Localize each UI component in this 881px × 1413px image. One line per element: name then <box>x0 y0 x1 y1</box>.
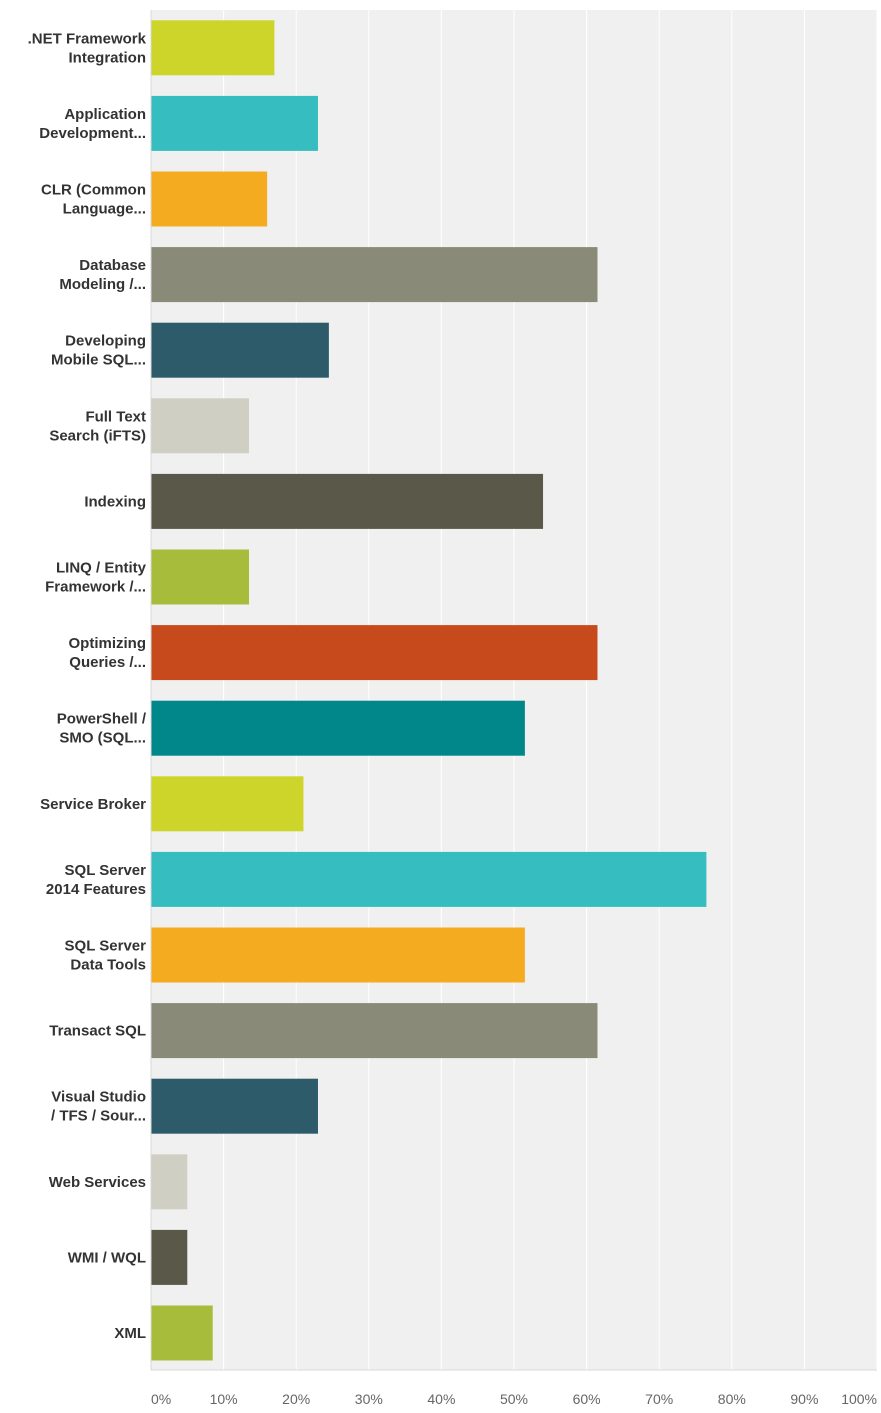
category-label: WMI / WQL <box>68 1249 146 1266</box>
x-tick-label: 30% <box>355 1391 383 1407</box>
category-label: Service Broker <box>40 796 146 813</box>
category-label-line: Search (iFTS) <box>49 427 146 444</box>
category-label-line: Transact SQL <box>49 1023 146 1040</box>
category-label: .NET Framework Integration <box>28 30 147 66</box>
category-label: Transact SQL <box>49 1023 146 1040</box>
category-label-line: CLR (Common <box>41 182 146 199</box>
category-label: CLR (Common Language... <box>41 182 146 218</box>
x-tick-label: 40% <box>427 1391 455 1407</box>
bar <box>151 95 318 151</box>
x-tick-label: 20% <box>282 1391 310 1407</box>
bar <box>151 247 598 303</box>
category-label: SQL Server Data Tools <box>65 938 147 974</box>
category-label-line: Application <box>64 106 146 123</box>
x-tick-label: 10% <box>210 1391 238 1407</box>
category-label-line: Full Text <box>85 408 146 425</box>
bar <box>151 1154 188 1210</box>
bar <box>151 1003 598 1059</box>
category-label-line: Queries /... <box>69 654 146 671</box>
bar <box>151 927 525 983</box>
category-label-line: .NET Framework <box>28 30 147 47</box>
x-tick-label: 60% <box>573 1391 601 1407</box>
category-label-line: Visual Studio <box>51 1089 146 1106</box>
category-label: LINQ / Entity Framework /... <box>45 560 147 596</box>
x-tick-label: 50% <box>500 1391 528 1407</box>
category-label-line: Developing <box>65 333 146 350</box>
x-tick-label: 70% <box>645 1391 673 1407</box>
category-label-line: Integration <box>69 49 147 66</box>
category-label: Developing Mobile SQL... <box>51 333 146 369</box>
bar <box>151 1229 188 1285</box>
x-tick-label: 90% <box>790 1391 818 1407</box>
category-label-line: WMI / WQL <box>68 1249 146 1266</box>
category-label-line: Indexing <box>84 493 146 510</box>
bar <box>151 20 275 76</box>
x-tick-label: 80% <box>718 1391 746 1407</box>
category-label: XML <box>114 1325 146 1342</box>
bar <box>151 549 250 605</box>
bar <box>151 398 250 454</box>
x-tick-label: 0% <box>151 1391 171 1407</box>
category-label-line: Data Tools <box>70 957 146 974</box>
category-label-line: PowerShell / <box>57 711 147 728</box>
category-label-line: Mobile SQL... <box>51 352 146 369</box>
bar <box>151 1078 318 1134</box>
category-label-line: Web Services <box>49 1174 146 1191</box>
category-label-line: Database <box>79 257 146 274</box>
category-label-line: Modeling /... <box>59 276 146 293</box>
bar <box>151 473 544 529</box>
category-label: SQL Server 2014 Features <box>46 862 146 898</box>
category-label-line: Optimizing <box>69 635 147 652</box>
bar <box>151 322 329 378</box>
bar <box>151 171 268 227</box>
category-label: Visual Studio / TFS / Sour... <box>51 1089 146 1125</box>
category-label-line: SMO (SQL... <box>59 730 146 747</box>
category-label: PowerShell / SMO (SQL... <box>57 711 147 747</box>
category-label-line: SQL Server <box>65 938 147 955</box>
category-label: Indexing <box>84 493 146 510</box>
category-label-line: Service Broker <box>40 796 146 813</box>
category-label-line: Language... <box>63 201 146 218</box>
category-label-line: Development... <box>39 125 146 142</box>
category-label-line: Framework /... <box>45 579 146 596</box>
category-label: Full Text Search (iFTS) <box>49 408 146 444</box>
bar <box>151 776 304 832</box>
category-label-line: LINQ / Entity <box>56 560 147 577</box>
bar <box>151 700 525 756</box>
category-label-line: / TFS / Sour... <box>51 1108 146 1125</box>
category-label: Application Development... <box>39 106 146 142</box>
category-label: Database Modeling /... <box>59 257 146 293</box>
category-label: Web Services <box>49 1174 146 1191</box>
category-label-line: 2014 Features <box>46 881 146 898</box>
bar <box>151 625 598 681</box>
x-tick-label: 100% <box>841 1391 877 1407</box>
category-label: Optimizing Queries /... <box>69 635 147 671</box>
bar <box>151 1305 213 1361</box>
bar <box>151 851 707 907</box>
category-label-line: SQL Server <box>65 862 147 879</box>
category-label-line: XML <box>114 1325 146 1342</box>
